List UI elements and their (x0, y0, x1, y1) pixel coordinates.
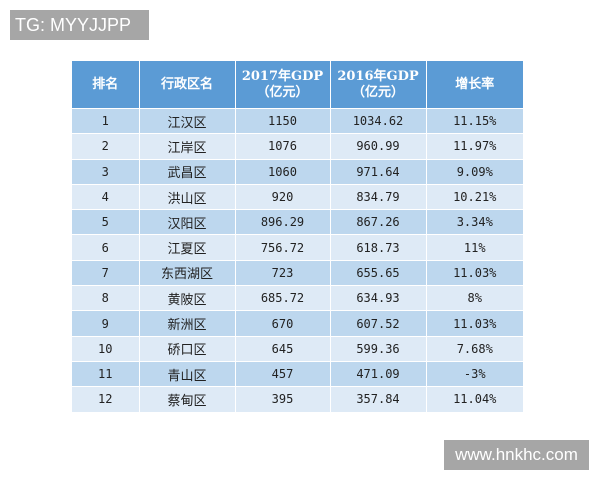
watermark-bottom: www.hnkhc.com (444, 440, 589, 470)
cell-rank: 12 (72, 386, 140, 412)
cell-rank: 8 (72, 285, 140, 311)
cell-gdp-2017: 670 (235, 310, 331, 337)
cell-growth: 8% (426, 285, 523, 311)
cell-rank: 3 (72, 158, 140, 185)
cell-district: 江汉区 (139, 107, 236, 134)
cell-gdp-2016: 971.64 (330, 158, 427, 185)
cell-district: 新洲区 (139, 310, 236, 337)
cell-district: 蔡甸区 (139, 386, 236, 412)
header-gdp-2017: 2017年GDP （亿元） (235, 61, 331, 109)
table-row: 12 蔡甸区 395 357.84 11.04% (72, 386, 523, 412)
cell-gdp-2017: 920 (235, 183, 331, 210)
table-row: 4 洪山区 920 834.79 10.21% (72, 183, 523, 210)
cell-rank: 1 (72, 107, 140, 134)
cell-rank: 9 (72, 310, 140, 337)
cell-gdp-2016: 655.65 (330, 259, 427, 286)
cell-gdp-2016: 607.52 (330, 310, 427, 337)
table-header-row: 排名 行政区名 2017年GDP （亿元） 2016年GDP （亿元） 增长率 (72, 61, 523, 109)
table-row: 8 黄陂区 685.72 634.93 8% (72, 285, 523, 311)
cell-gdp-2016: 834.79 (330, 183, 427, 210)
header-growth: 增长率 (426, 61, 523, 109)
header-gdp-2016-label: 2016年GDP (337, 68, 419, 84)
table-row: 2 江岸区 1076 960.99 11.97% (72, 133, 523, 160)
cell-rank: 6 (72, 234, 140, 261)
cell-gdp-2017: 896.29 (235, 209, 331, 235)
table-row: 10 硚口区 645 599.36 7.68% (72, 335, 523, 362)
cell-district: 武昌区 (139, 158, 236, 185)
cell-district: 汉阳区 (139, 209, 236, 235)
header-rank: 排名 (72, 61, 140, 109)
cell-growth: 11.04% (426, 386, 523, 412)
table-row: 1 江汉区 1150 1034.62 11.15% (72, 107, 523, 134)
cell-gdp-2016: 618.73 (330, 234, 427, 261)
cell-rank: 5 (72, 209, 140, 235)
cell-gdp-2016: 599.36 (330, 335, 427, 362)
cell-gdp-2017: 645 (235, 335, 331, 362)
table-row: 3 武昌区 1060 971.64 9.09% (72, 158, 523, 185)
cell-gdp-2017: 756.72 (235, 234, 331, 261)
cell-growth: 3.34% (426, 209, 523, 235)
cell-growth: 11% (426, 234, 523, 261)
cell-gdp-2016: 634.93 (330, 285, 427, 311)
cell-gdp-2016: 357.84 (330, 386, 427, 412)
cell-district: 青山区 (139, 360, 236, 387)
cell-rank: 2 (72, 133, 140, 160)
cell-growth: 11.97% (426, 133, 523, 160)
header-gdp-2017-unit: （亿元） (256, 84, 309, 100)
cell-gdp-2016: 960.99 (330, 133, 427, 160)
header-gdp-2016: 2016年GDP （亿元） (330, 61, 427, 109)
cell-growth: 9.09% (426, 158, 523, 185)
cell-district: 洪山区 (139, 183, 236, 210)
cell-gdp-2016: 1034.62 (330, 107, 427, 134)
cell-growth: -3% (426, 360, 523, 387)
cell-gdp-2017: 723 (235, 259, 331, 286)
table-row: 11 青山区 457 471.09 -3% (72, 360, 523, 387)
watermark-top: TG: MYYJJPP (10, 10, 149, 40)
cell-growth: 10.21% (426, 183, 523, 210)
cell-gdp-2017: 685.72 (235, 285, 331, 311)
cell-district: 东西湖区 (139, 259, 236, 286)
cell-gdp-2017: 395 (235, 386, 331, 412)
header-gdp-2017-label: 2017年GDP (241, 68, 324, 84)
cell-gdp-2016: 867.26 (330, 209, 427, 235)
cell-district: 黄陂区 (139, 285, 236, 311)
cell-rank: 10 (72, 335, 140, 362)
gdp-ranking-table: 排名 行政区名 2017年GDP （亿元） 2016年GDP （亿元） 增长率 … (72, 61, 523, 412)
cell-district: 江岸区 (139, 133, 236, 160)
cell-growth: 11.15% (426, 107, 523, 134)
table-row: 6 江夏区 756.72 618.73 11% (72, 234, 523, 261)
cell-growth: 11.03% (426, 259, 523, 286)
cell-rank: 11 (72, 360, 140, 387)
cell-gdp-2017: 1076 (235, 133, 331, 160)
cell-rank: 4 (72, 183, 140, 210)
cell-gdp-2017: 1060 (235, 158, 331, 185)
table-row: 5 汉阳区 896.29 867.26 3.34% (72, 209, 523, 235)
cell-district: 硚口区 (139, 335, 236, 362)
cell-gdp-2017: 1150 (235, 107, 331, 134)
cell-gdp-2016: 471.09 (330, 360, 427, 387)
cell-rank: 7 (72, 259, 140, 286)
cell-growth: 11.03% (426, 310, 523, 337)
table-row: 7 东西湖区 723 655.65 11.03% (72, 259, 523, 286)
header-district: 行政区名 (139, 61, 236, 109)
table-row: 9 新洲区 670 607.52 11.03% (72, 310, 523, 337)
cell-growth: 7.68% (426, 335, 523, 362)
header-gdp-2016-unit: （亿元） (351, 84, 404, 100)
cell-gdp-2017: 457 (235, 360, 331, 387)
cell-district: 江夏区 (139, 234, 236, 261)
